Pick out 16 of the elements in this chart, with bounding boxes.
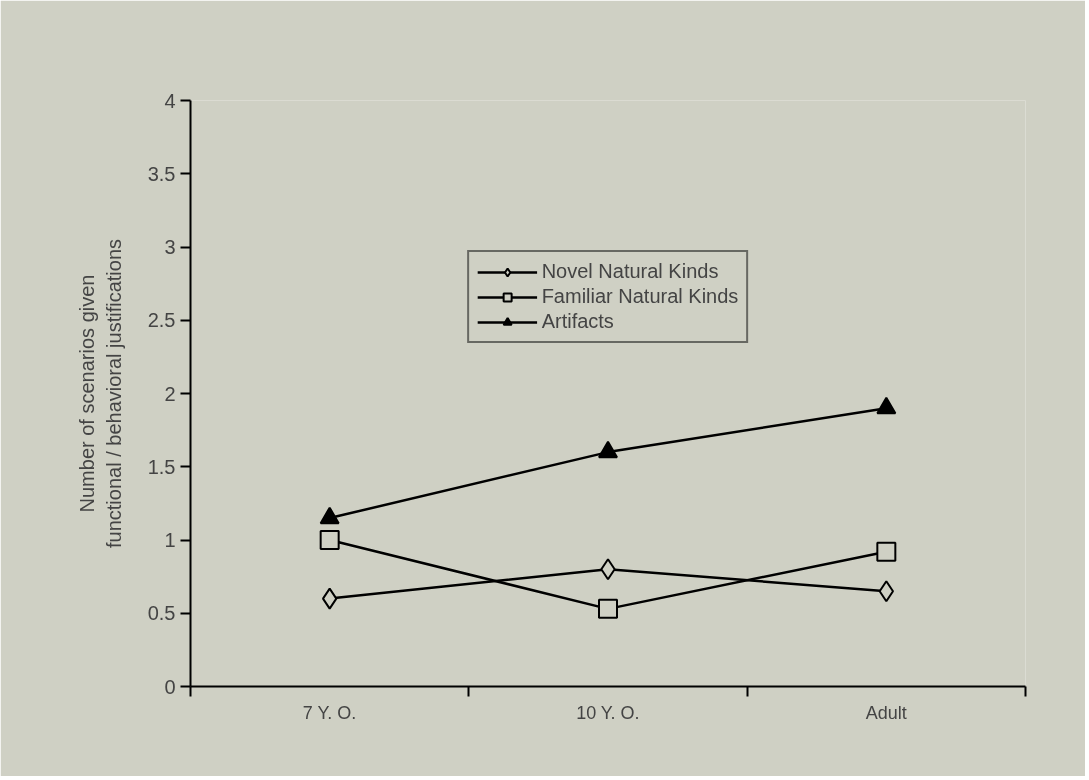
y-tick-label: 0 <box>164 675 176 698</box>
x-tick-label: 7 Y. O. <box>302 702 357 723</box>
y-tick-label: 1 <box>164 529 176 551</box>
y-tick-label: 3 <box>164 236 176 258</box>
y-tick-label: 2.5 <box>147 309 176 332</box>
y-tick-label: 1.5 <box>147 455 176 478</box>
y-axis-title: Number of scenarios given functional / behavioral justifications <box>76 238 125 549</box>
y-tick-label: 3.5 <box>147 162 176 185</box>
x-tick-label: Adult <box>865 702 907 723</box>
y-tick-label: 2 <box>164 382 176 405</box>
y-tick-label: 0.5 <box>147 602 176 625</box>
legend-label: Novel Natural Kinds <box>541 260 719 283</box>
legend-label: Familiar Natural Kinds <box>541 285 739 308</box>
legend-label: Artifacts <box>541 310 614 333</box>
y-tick-label: 4 <box>164 89 176 112</box>
x-tick-label: 10 Y. O. <box>576 702 640 723</box>
